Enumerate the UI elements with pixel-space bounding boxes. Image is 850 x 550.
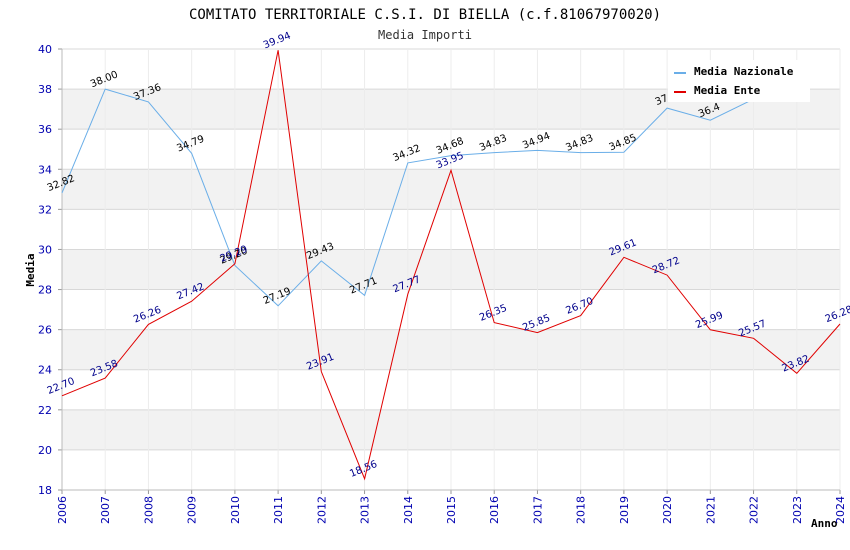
- y-tick-label: 22: [38, 404, 52, 417]
- x-tick-label: 2010: [229, 496, 242, 524]
- y-tick-label: 24: [38, 364, 52, 377]
- data-label-media-nazionale: 34.85: [608, 132, 639, 153]
- y-tick-label: 40: [38, 43, 52, 56]
- chart-subtitle: Media Importi: [378, 28, 472, 42]
- data-label-media-ente: 26.28: [824, 304, 850, 325]
- series-line-media-nazionale: [61, 88, 754, 307]
- x-tick-label: 2019: [618, 496, 631, 524]
- y-tick-label: 20: [38, 444, 52, 457]
- x-tick-label: 2017: [531, 496, 544, 524]
- y-tick-label: 18: [38, 484, 52, 497]
- legend-label-media-ente: Media Ente: [694, 84, 761, 97]
- data-label-media-ente: 39.94: [262, 30, 293, 51]
- legend-label-media-nazionale: Media Nazionale: [694, 65, 794, 78]
- data-label-media-ente: 25.99: [694, 310, 725, 331]
- chart-title: COMITATO TERRITORIALE C.S.I. DI BIELLA (…: [189, 7, 661, 23]
- y-tick-label: 28: [38, 284, 52, 297]
- x-tick-label: 2008: [142, 496, 155, 524]
- series-line-media-ente: [61, 50, 841, 481]
- legend-background: [668, 60, 810, 102]
- x-tick-label: 2012: [315, 496, 328, 524]
- y-tick-label: 30: [38, 243, 52, 256]
- data-label-media-nazionale: 34.79: [175, 134, 206, 155]
- data-label-media-nazionale: 38.00: [89, 69, 120, 90]
- x-tick-label: 2011: [272, 496, 285, 524]
- x-tick-label: 2014: [402, 496, 415, 524]
- x-axis-label: Anno: [811, 517, 838, 530]
- x-tick-label: 2020: [661, 496, 674, 524]
- y-tick-label: 32: [38, 203, 52, 216]
- x-tick-label: 2023: [791, 496, 804, 524]
- y-axis-label: Media: [24, 253, 37, 286]
- x-tick-label: 2015: [445, 496, 458, 524]
- y-tick-label: 34: [38, 163, 52, 176]
- series-lines: [61, 50, 841, 481]
- y-tick-label: 26: [38, 324, 52, 337]
- x-tick-label: 2016: [488, 496, 501, 524]
- data-label-media-nazionale: 34.83: [478, 133, 509, 154]
- x-tick-label: 2018: [575, 496, 588, 524]
- y-tick-label: 36: [38, 123, 52, 136]
- x-tick-label: 2009: [186, 496, 199, 524]
- x-tick-label: 2021: [704, 496, 717, 524]
- data-label-media-ente: 26.70: [564, 296, 595, 317]
- data-label-media-ente: 26.26: [132, 305, 163, 326]
- x-tick-label: 2022: [748, 496, 761, 524]
- y-tick-label: 38: [38, 83, 52, 96]
- x-tick-label: 2024: [834, 496, 847, 524]
- data-label-media-nazionale: 34.83: [564, 133, 595, 154]
- data-label-media-ente: 22.70: [46, 376, 77, 397]
- gridlines: [61, 48, 841, 491]
- data-label-media-nazionale: 34.94: [521, 131, 552, 152]
- legend: Media Nazionale Media Ente: [668, 60, 810, 102]
- x-tick-label: 2013: [359, 496, 372, 524]
- x-tick-label: 2007: [99, 496, 112, 524]
- x-tick-label: 2006: [56, 496, 69, 524]
